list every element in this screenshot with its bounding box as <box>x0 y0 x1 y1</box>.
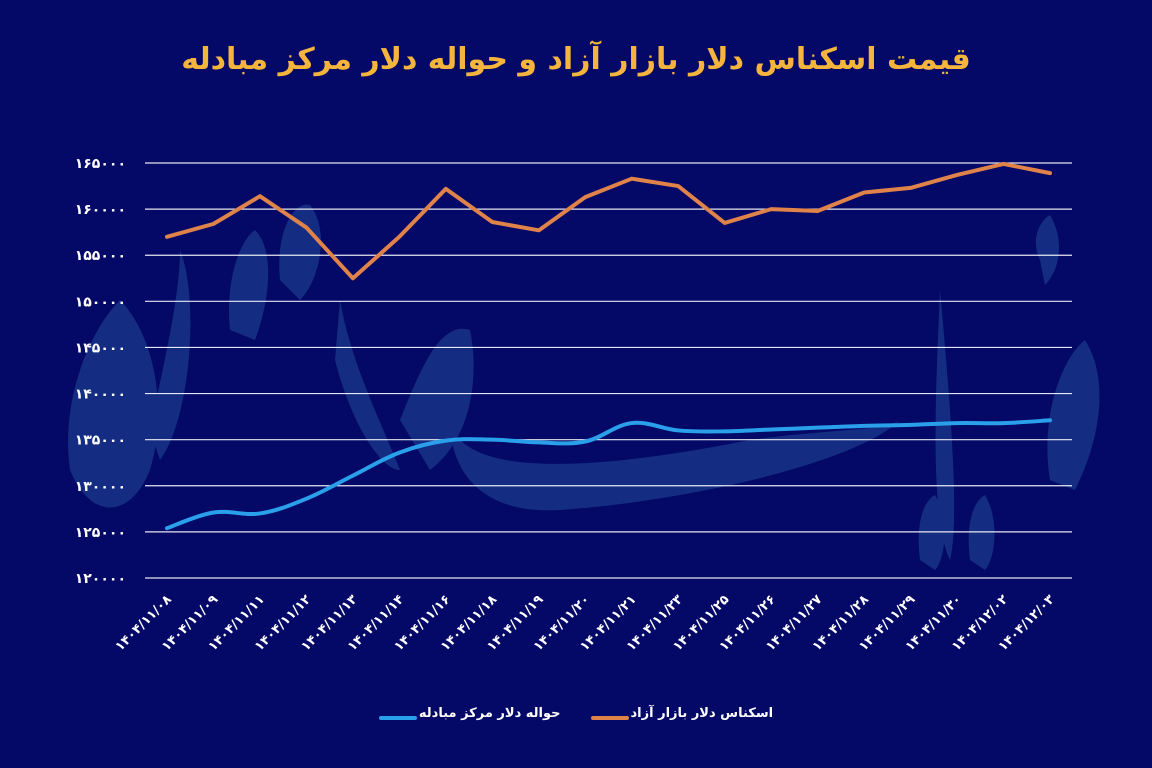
y-tick-label: ۱۳۰۰۰۰ <box>75 479 126 495</box>
y-tick-label: ۱۲۰۰۰۰ <box>75 571 126 587</box>
legend-item-exchange-center: حواله دلار مرکز مبادله <box>378 706 561 721</box>
legend-swatch-blue <box>378 715 417 720</box>
y-tick-label: ۱۵۵۰۰۰ <box>75 248 126 264</box>
legend-item-free-market: اسکناس دلار بازار آزاد <box>590 706 774 721</box>
y-tick-label: ۱۴۰۰۰۰ <box>75 387 126 403</box>
series-line <box>165 418 1052 531</box>
x-axis-labels: ۱۴۰۴/۱۱/۰۸۱۴۰۴/۱۱/۰۹۱۴۰۴/۱۱/۱۱۱۴۰۴/۱۱/۱۲… <box>113 592 1058 654</box>
y-tick-label: ۱۳۵۰۰۰ <box>75 433 126 449</box>
y-tick-label: ۱۵۰۰۰۰ <box>75 294 126 310</box>
y-tick-label: ۱۶۵۰۰۰ <box>75 156 126 172</box>
legend-swatch-orange <box>590 715 629 720</box>
y-tick-label: ۱۲۵۰۰۰ <box>75 525 126 541</box>
watermark-logo <box>68 204 1100 570</box>
legend-label: اسکناس دلار بازار آزاد <box>630 706 774 721</box>
legend: اسکناس دلار بازار آزاد حواله دلار مرکز م… <box>0 706 1152 721</box>
y-tick-label: ۱۴۵۰۰۰ <box>75 340 126 356</box>
y-tick-label: ۱۶۰۰۰۰ <box>75 202 126 218</box>
series-line <box>165 161 1052 281</box>
legend-label: حواله دلار مرکز مبادله <box>418 706 561 721</box>
chart-title: قیمت اسکناس دلار بازار آزاد و حواله دلار… <box>181 42 971 77</box>
series-lines <box>165 161 1052 531</box>
gridlines <box>145 162 1072 579</box>
y-axis-labels: ۱۲۰۰۰۰ ۱۲۵۰۰۰ ۱۳۰۰۰۰ ۱۳۵۰۰۰ ۱۴۰۰۰۰ ۱۴۵۰۰۰ ۱۵۰۰… <box>75 156 126 587</box>
